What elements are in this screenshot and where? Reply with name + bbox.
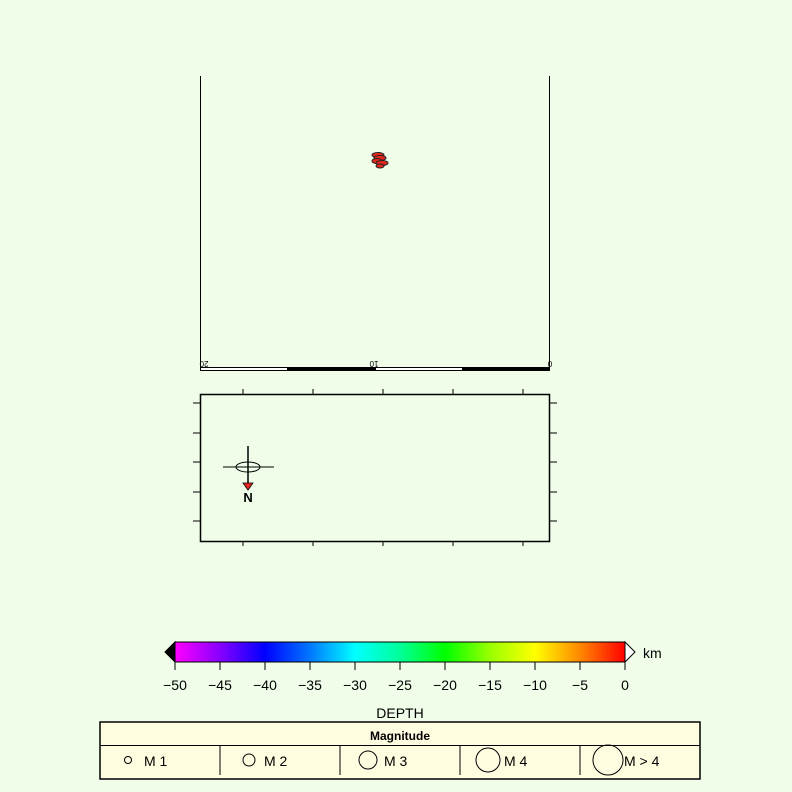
colorbar-tick-label: −40 [253,677,277,693]
magnitude-1-symbol [124,756,132,764]
colorbar-tick-label: −35 [298,677,322,693]
scale-label-right: 0 [547,359,552,368]
scale-bar: 20 10 0 [199,359,552,371]
colorbar-unit: km [643,645,662,661]
colorbar-tick-label: −5 [572,677,588,693]
magnitude-3-label: M 3 [384,753,408,769]
scale-bar-segment [375,367,463,371]
map-panel: 20 10 0 [199,76,552,371]
colorbar-ticks: −50 −45 −40 −35 −30 −25 −20 −15 −10 −5 0 [163,662,629,693]
scale-label-mid: 10 [369,359,378,368]
inset-top-ticks [242,389,524,394]
colorbar-title: DEPTH [376,705,423,721]
magnitude-gt4-label: M > 4 [624,753,660,769]
depth-colorbar: km −50 −45 −40 −35 −30 −25 −20 −15 −10 −5 0 DEPTH [163,640,662,721]
north-label: N [243,490,252,505]
magnitude-gt4-symbol [592,744,624,776]
magnitude-1-label: M 1 [144,753,168,769]
colorbar-tick-label: 0 [621,677,629,693]
colorbar-left-triangle [164,640,176,664]
scale-bar-segment [287,367,376,371]
earthquake-cluster [371,152,389,169]
inset-right-ticks [550,402,557,522]
colorbar-tick-label: −10 [523,677,547,693]
inset-frame [199,393,551,543]
colorbar-tick-label: −50 [163,677,187,693]
inset-bottom-ticks [242,541,524,546]
colorbar-gradient [174,641,626,663]
magnitude-2-symbol [242,753,256,767]
north-arrow-icon: N [223,446,274,505]
magnitude-4-label: M 4 [504,753,528,769]
colorbar-right-triangle [624,640,636,664]
scale-bar-segment [462,367,550,371]
scale-bar-segment [200,367,288,371]
magnitude-3-symbol [358,750,378,770]
colorbar-tick-label: −20 [433,677,457,693]
earthquake-event [375,163,385,169]
magnitude-legend: Magnitude M 1 M 2 M 3 M 4 M > 4 [99,721,701,780]
colorbar-tick-label: −30 [343,677,367,693]
colorbar-tick-label: −45 [208,677,232,693]
magnitude-2-label: M 2 [264,753,288,769]
magnitude-4-symbol [475,747,501,773]
scale-label-left: 20 [199,359,208,368]
inset-panel: N [193,389,557,546]
legend-frame [99,721,701,780]
colorbar-tick-label: −15 [478,677,502,693]
legend-title: Magnitude [370,729,430,743]
inset-left-ticks [193,402,200,522]
colorbar-tick-label: −25 [388,677,412,693]
